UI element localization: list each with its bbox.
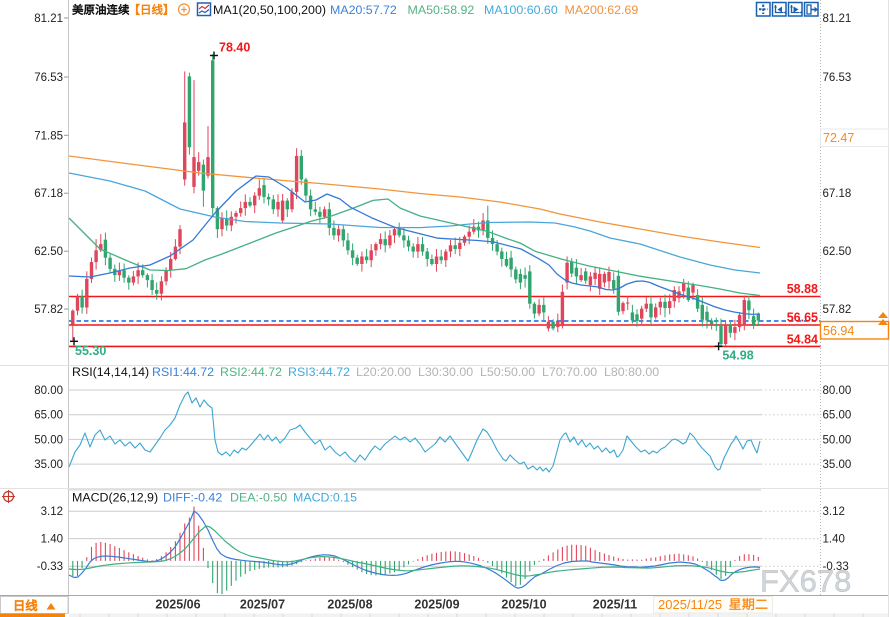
svg-text:RSI2:44.72: RSI2:44.72 bbox=[220, 365, 282, 379]
svg-text:67.18: 67.18 bbox=[34, 188, 63, 200]
svg-text:3.12: 3.12 bbox=[41, 506, 63, 518]
svg-text:DEA:-0.50: DEA:-0.50 bbox=[230, 491, 287, 505]
svg-text:78.40: 78.40 bbox=[219, 41, 250, 55]
svg-text:MA20:57.72: MA20:57.72 bbox=[330, 3, 397, 17]
svg-text:50.00: 50.00 bbox=[823, 434, 852, 446]
svg-text:54.84: 54.84 bbox=[787, 333, 818, 347]
svg-text:L70:70.00: L70:70.00 bbox=[542, 365, 597, 379]
svg-text:L80:80.00: L80:80.00 bbox=[604, 365, 659, 379]
svg-text:81.21: 81.21 bbox=[823, 13, 852, 25]
svg-text:65.00: 65.00 bbox=[823, 410, 852, 422]
svg-text:72.47: 72.47 bbox=[823, 131, 854, 145]
svg-text:1.40: 1.40 bbox=[823, 534, 845, 546]
svg-text:2025/11/25: 2025/11/25 bbox=[658, 597, 722, 612]
svg-text:62.50: 62.50 bbox=[34, 246, 63, 258]
svg-text:1.40: 1.40 bbox=[41, 534, 63, 546]
svg-text:RSI1:44.72: RSI1:44.72 bbox=[152, 365, 214, 379]
svg-text:-0.33: -0.33 bbox=[37, 561, 63, 573]
svg-text:35.00: 35.00 bbox=[823, 459, 852, 471]
svg-text:76.53: 76.53 bbox=[823, 72, 852, 84]
svg-text:RSI3:44.72: RSI3:44.72 bbox=[288, 365, 350, 379]
svg-text:MACD(26,12,9): MACD(26,12,9) bbox=[72, 491, 158, 505]
svg-text:80.00: 80.00 bbox=[823, 385, 852, 397]
svg-text:L30:30.00: L30:30.00 bbox=[418, 365, 473, 379]
svg-text:62.50: 62.50 bbox=[823, 246, 852, 258]
svg-text:2025/08: 2025/08 bbox=[327, 598, 372, 612]
svg-text:56.94: 56.94 bbox=[823, 324, 854, 338]
svg-text:35.00: 35.00 bbox=[34, 459, 63, 471]
svg-text:MA200:62.69: MA200:62.69 bbox=[565, 3, 639, 17]
svg-text:MA1(20,50,100,200): MA1(20,50,100,200) bbox=[213, 3, 326, 17]
svg-text:MA50:58.92: MA50:58.92 bbox=[408, 3, 475, 17]
svg-text:55.30: 55.30 bbox=[75, 344, 106, 358]
svg-text:50.00: 50.00 bbox=[34, 434, 63, 446]
svg-text:80.00: 80.00 bbox=[34, 385, 63, 397]
svg-text:2025/11: 2025/11 bbox=[593, 598, 638, 612]
svg-text:71.85: 71.85 bbox=[34, 130, 63, 142]
svg-text:-0.33: -0.33 bbox=[823, 561, 849, 573]
svg-text:DIFF:-0.42: DIFF:-0.42 bbox=[163, 491, 222, 505]
svg-text:57.82: 57.82 bbox=[34, 304, 63, 316]
svg-text:L50:50.00: L50:50.00 bbox=[480, 365, 535, 379]
svg-text:2025/06: 2025/06 bbox=[155, 598, 200, 612]
svg-text:67.18: 67.18 bbox=[823, 188, 852, 200]
svg-text:57.82: 57.82 bbox=[823, 304, 852, 316]
svg-text:RSI(14,14,14): RSI(14,14,14) bbox=[72, 365, 149, 379]
svg-text:MACD:0.15: MACD:0.15 bbox=[293, 491, 357, 505]
svg-text:54.98: 54.98 bbox=[722, 349, 753, 363]
svg-text:81.21: 81.21 bbox=[34, 13, 63, 25]
svg-text:56.65: 56.65 bbox=[787, 311, 818, 325]
svg-text:MA100:60.60: MA100:60.60 bbox=[484, 3, 558, 17]
svg-text:2025/10: 2025/10 bbox=[501, 598, 546, 612]
svg-text:65.00: 65.00 bbox=[34, 410, 63, 422]
svg-text:58.88: 58.88 bbox=[787, 282, 818, 296]
svg-text:2025/07: 2025/07 bbox=[240, 598, 285, 612]
svg-text:FX678: FX678 bbox=[760, 564, 851, 599]
svg-text:3.12: 3.12 bbox=[823, 506, 845, 518]
svg-text:2025/09: 2025/09 bbox=[414, 598, 459, 612]
svg-text:L20:20.00: L20:20.00 bbox=[356, 365, 411, 379]
svg-text:76.53: 76.53 bbox=[34, 72, 63, 84]
